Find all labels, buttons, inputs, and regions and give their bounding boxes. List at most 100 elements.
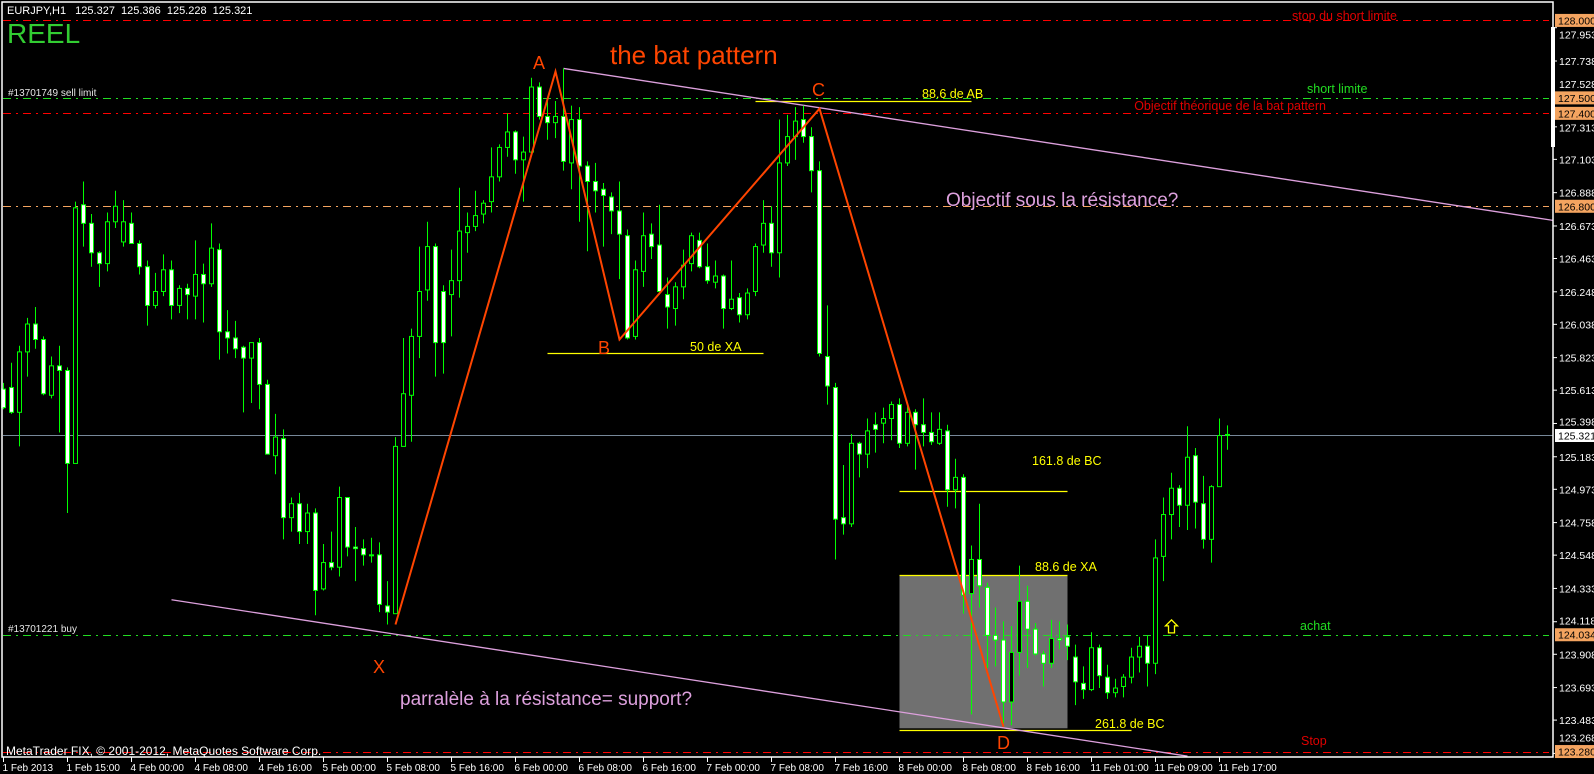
arrow-up-icon[interactable] bbox=[1163, 618, 1180, 634]
candle bbox=[281, 429, 286, 540]
candle-body bbox=[1177, 487, 1182, 506]
candle-body bbox=[745, 292, 750, 316]
candle bbox=[537, 82, 542, 120]
candle-body bbox=[113, 205, 118, 223]
candle-body bbox=[1073, 656, 1078, 683]
fib-zone-rect[interactable] bbox=[899, 574, 1068, 729]
candle bbox=[17, 345, 22, 447]
candle-body bbox=[1137, 645, 1142, 658]
candle-body bbox=[1145, 645, 1150, 664]
candle-body bbox=[953, 476, 958, 491]
candle-body bbox=[1193, 455, 1198, 503]
candle bbox=[345, 497, 350, 557]
candle-body bbox=[465, 225, 470, 234]
fib-label-88-6-xa: 88.6 de XA bbox=[1035, 560, 1098, 574]
trendlines-layer bbox=[171, 67, 1554, 757]
candle bbox=[1177, 485, 1182, 527]
candle bbox=[841, 464, 846, 535]
candle bbox=[1025, 585, 1030, 668]
candle-body bbox=[1153, 557, 1158, 664]
candle-body bbox=[1001, 639, 1006, 703]
candle-body bbox=[17, 351, 22, 413]
candle bbox=[1113, 678, 1118, 698]
candle-body bbox=[545, 115, 550, 124]
candle bbox=[81, 181, 86, 247]
candle-body bbox=[753, 246, 758, 292]
candle bbox=[89, 214, 94, 267]
candle-body bbox=[153, 290, 158, 306]
candle bbox=[65, 367, 70, 513]
bat-pattern-zigzag[interactable] bbox=[394, 67, 1005, 728]
candle-body bbox=[617, 210, 622, 235]
time-tick-label: 4 Feb 00:00 bbox=[131, 763, 185, 774]
candle bbox=[233, 320, 238, 359]
scale-handle[interactable] bbox=[1551, 27, 1555, 147]
candle-body bbox=[161, 269, 166, 292]
candle-body bbox=[849, 442, 854, 525]
candle-body bbox=[881, 418, 886, 424]
buy-order-label[interactable]: #13701221 buy bbox=[8, 624, 77, 635]
candle bbox=[257, 337, 262, 410]
candle bbox=[169, 260, 174, 320]
level-price-badge bbox=[1555, 91, 1594, 105]
candle-body bbox=[145, 266, 150, 306]
candle-body bbox=[57, 365, 62, 371]
candle-body bbox=[377, 554, 382, 605]
candle-body bbox=[817, 170, 822, 354]
candle bbox=[393, 437, 398, 615]
candle-body bbox=[689, 235, 694, 265]
candle bbox=[217, 243, 222, 360]
chart-frame bbox=[1, 1, 1554, 758]
candle bbox=[225, 310, 230, 354]
candle-body bbox=[697, 239, 702, 268]
candle bbox=[1049, 619, 1054, 668]
candle bbox=[673, 282, 678, 326]
candle bbox=[41, 336, 46, 396]
last-price-badge bbox=[1555, 429, 1594, 442]
candle-body bbox=[857, 442, 862, 455]
candle bbox=[249, 342, 254, 404]
price-tick-label: 127.313 bbox=[1559, 122, 1594, 134]
candle bbox=[385, 581, 390, 625]
candle bbox=[297, 492, 302, 544]
candle bbox=[609, 192, 614, 235]
time-tick-label: 8 Feb 08:00 bbox=[963, 763, 1017, 774]
candle-body bbox=[929, 431, 934, 443]
candle bbox=[1201, 475, 1206, 549]
candle bbox=[1057, 621, 1062, 650]
time-tick-label: 5 Feb 16:00 bbox=[451, 763, 505, 774]
candle bbox=[425, 221, 430, 301]
header-close: 125.321 bbox=[213, 5, 253, 17]
pattern-point-x: X bbox=[373, 657, 385, 677]
copyright-text: MetaTrader FIX, © 2001-2012, MetaQuotes … bbox=[6, 744, 321, 758]
price-tick-label: 126.888 bbox=[1559, 187, 1594, 199]
candle-body bbox=[1201, 503, 1206, 540]
candle-body bbox=[889, 404, 894, 420]
trendline-resistance[interactable] bbox=[563, 67, 1554, 222]
candle bbox=[833, 382, 838, 560]
candle-body bbox=[257, 342, 262, 385]
candle-body bbox=[1169, 487, 1174, 516]
candle bbox=[561, 68, 566, 171]
candle-body bbox=[129, 222, 134, 244]
candle bbox=[1121, 674, 1126, 698]
candle bbox=[377, 542, 382, 613]
candle bbox=[241, 345, 246, 413]
candle-body bbox=[49, 365, 54, 396]
candle bbox=[809, 127, 814, 193]
candle-body bbox=[649, 233, 654, 248]
sell-limit-order-label[interactable]: #13701749 sell limit bbox=[8, 88, 97, 99]
candle bbox=[313, 508, 318, 616]
candle bbox=[625, 229, 630, 340]
candle bbox=[1225, 425, 1230, 450]
symbol-timeframe: EURJPY,H1 bbox=[7, 5, 66, 17]
candle-body bbox=[1025, 600, 1030, 630]
candle bbox=[401, 337, 406, 447]
candle bbox=[329, 531, 334, 571]
candle bbox=[441, 285, 446, 374]
trendline-support[interactable] bbox=[171, 599, 1188, 757]
candle bbox=[161, 254, 166, 297]
candle bbox=[617, 181, 622, 280]
candle bbox=[761, 200, 766, 253]
